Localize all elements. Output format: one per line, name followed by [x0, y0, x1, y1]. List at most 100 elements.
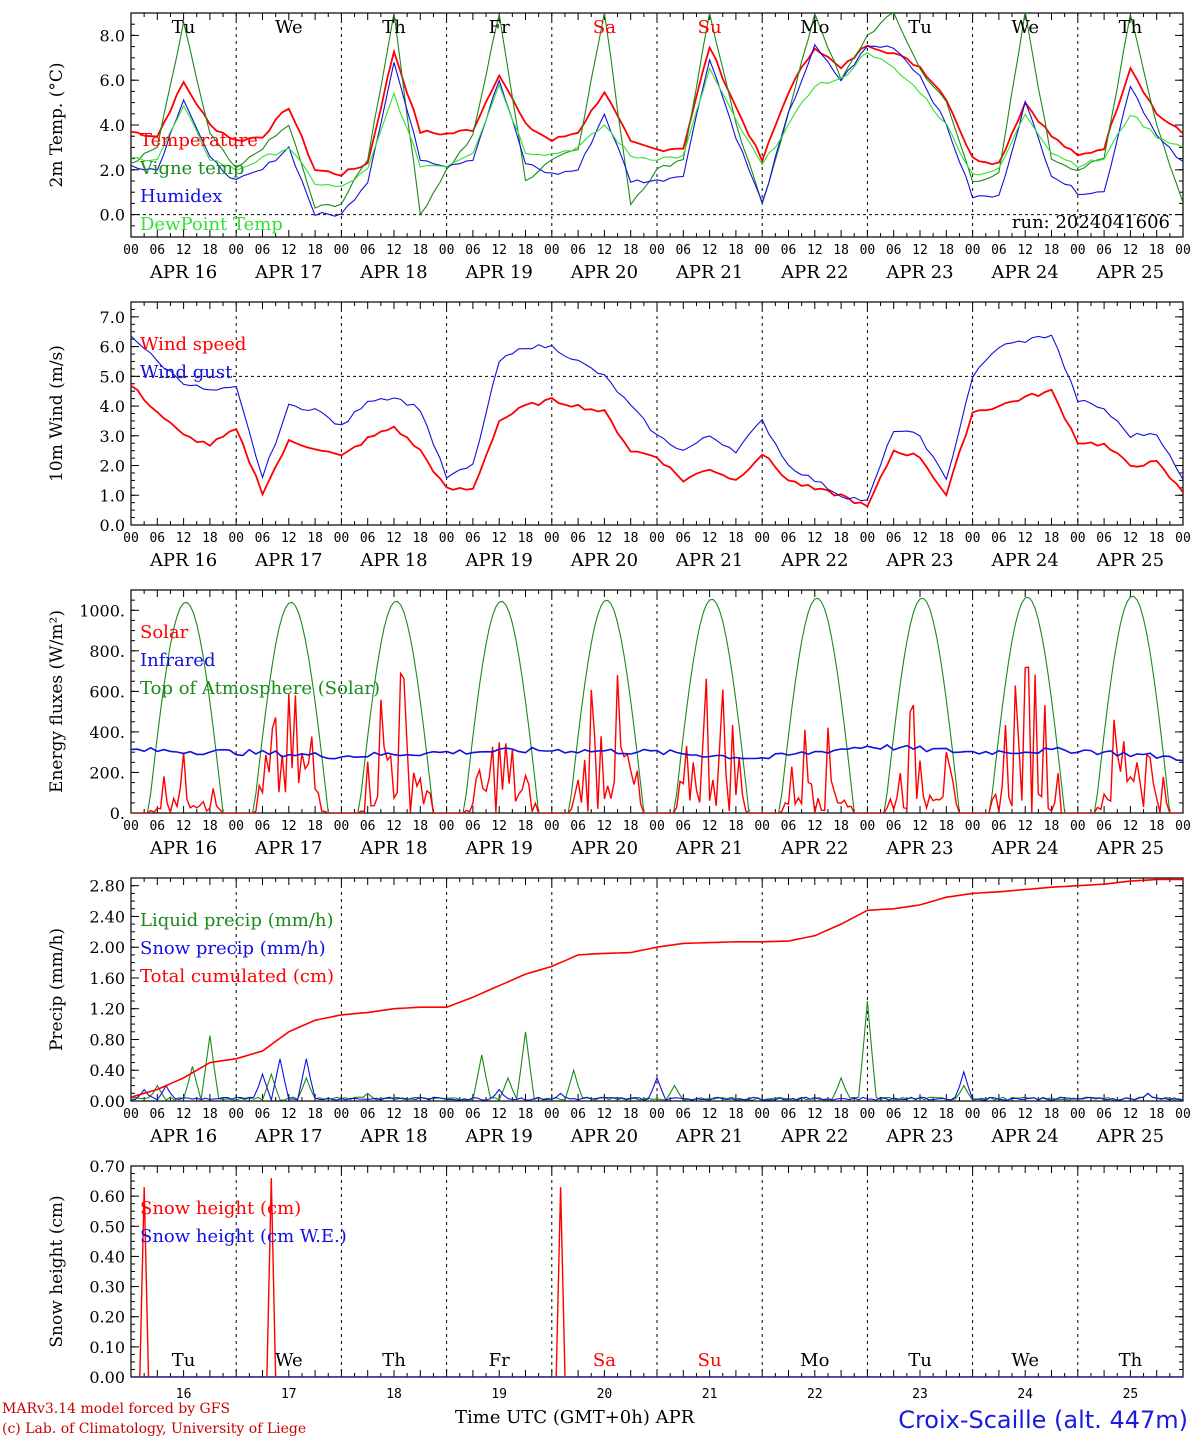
- day-number-label: 20: [597, 1387, 613, 1402]
- hour-tick-label: 00: [228, 1107, 244, 1122]
- y-tick-label: 0.70: [89, 1157, 125, 1176]
- panel-frame: [130, 877, 1184, 1102]
- hour-tick-label: 18: [1044, 243, 1060, 258]
- hour-tick-label: 12: [176, 243, 192, 258]
- hour-tick-label: 06: [1096, 1107, 1112, 1122]
- legend-entry: Snow precip (mm/h): [140, 938, 326, 959]
- legend-entry: Temperature: [140, 130, 258, 151]
- hour-tick-label: 00: [649, 1107, 665, 1122]
- date-label: APR 25: [1096, 838, 1164, 859]
- hour-tick-label: 06: [149, 1107, 165, 1122]
- weekday-label: Tu: [908, 1350, 932, 1371]
- hour-tick-label: 18: [728, 243, 744, 258]
- footer-copyright: (c) Lab. of Climatology, University of L…: [2, 1421, 306, 1437]
- y-tick-label: 6.0: [100, 338, 125, 357]
- y-tick-label: 2.00: [89, 938, 125, 957]
- hour-tick-label: 12: [386, 1107, 402, 1122]
- date-label: APR 17: [254, 262, 322, 283]
- date-label: APR 18: [359, 262, 427, 283]
- hour-tick-label: 00: [439, 1107, 455, 1122]
- date-label: APR 17: [254, 550, 322, 571]
- legend-entry: DewPoint Temp: [140, 214, 283, 235]
- hour-tick-label: 18: [1149, 243, 1165, 258]
- x-axis-label: Time UTC (GMT+0h) APR: [455, 1407, 695, 1428]
- hour-tick-label: 06: [360, 531, 376, 546]
- date-label: APR 22: [780, 1126, 848, 1147]
- weekday-label: Tu: [908, 17, 932, 38]
- day-number-label: 21: [702, 1387, 718, 1402]
- hour-tick-label: 00: [123, 531, 139, 546]
- hour-tick-label: 00: [544, 819, 560, 834]
- date-label: APR 23: [885, 838, 953, 859]
- hour-tick-label: 06: [781, 531, 797, 546]
- hour-tick-label: 06: [360, 1107, 376, 1122]
- y-tick-label: 0.30: [89, 1278, 125, 1297]
- hour-tick-label: 06: [675, 531, 691, 546]
- y-tick-label: 0.50: [89, 1217, 125, 1236]
- panel-2: 0.0 1.0 2.0 3.0 4.0 5.0 6.0 7.0 10m Wind (m/s) 00…: [47, 301, 1191, 571]
- y-axis-label: 2m Temp. (°C): [47, 62, 67, 187]
- hour-tick-label: 00: [544, 1107, 560, 1122]
- series-line-1: [131, 44, 1183, 177]
- hour-tick-label: 12: [912, 1107, 928, 1122]
- date-label: APR 19: [465, 550, 533, 571]
- panel-1: 0.0 2.0 4.0 6.0 8.0 2m Temp. (°C) 00 06 12 18 APR …: [47, 12, 1191, 283]
- hour-tick-label: 06: [781, 243, 797, 258]
- date-label: APR 22: [780, 550, 848, 571]
- hour-tick-label: 00: [123, 1107, 139, 1122]
- hour-tick-label: 18: [1149, 1107, 1165, 1122]
- date-label: APR 21: [675, 1126, 743, 1147]
- hour-tick-label: 06: [1096, 243, 1112, 258]
- hour-tick-label: 06: [1096, 819, 1112, 834]
- hour-tick-label: 00: [334, 243, 350, 258]
- legend-entry: Humidex: [140, 186, 222, 207]
- hour-tick-label: 18: [728, 531, 744, 546]
- hour-tick-label: 12: [491, 819, 507, 834]
- hour-tick-label: 00: [1070, 243, 1086, 258]
- series-line-cumulated: [131, 878, 1183, 1098]
- date-label: APR 20: [570, 550, 638, 571]
- hour-tick-label: 00: [860, 243, 876, 258]
- hour-tick-label: 18: [938, 531, 954, 546]
- date-label: APR 23: [885, 550, 953, 571]
- series-line-snow-height: [139, 1187, 150, 1377]
- day-number-label: 17: [281, 1387, 297, 1402]
- date-label: APR 25: [1096, 550, 1164, 571]
- hour-tick-label: 18: [307, 531, 323, 546]
- hour-tick-label: 18: [202, 531, 218, 546]
- series-group: [131, 878, 1183, 1101]
- hour-tick-label: 00: [334, 819, 350, 834]
- day-number-label: 22: [807, 1387, 823, 1402]
- date-label: APR 25: [1096, 1126, 1164, 1147]
- series-group: [131, 595, 1183, 813]
- hour-tick-label: 12: [807, 1107, 823, 1122]
- hour-tick-label: 06: [991, 819, 1007, 834]
- y-tick-label: 2.40: [89, 907, 125, 926]
- hour-tick-label: 18: [202, 1107, 218, 1122]
- panel-frame: [130, 12, 1184, 238]
- series-group: [131, 13, 1183, 217]
- weekday-label: Tu: [172, 1350, 196, 1371]
- hour-tick-label: 18: [202, 819, 218, 834]
- legend-entry: Vigne temp: [139, 158, 244, 179]
- hour-tick-label: 18: [623, 531, 639, 546]
- hour-tick-label: 00: [1175, 531, 1191, 546]
- hour-tick-label: 06: [781, 1107, 797, 1122]
- hour-tick-label: 00: [754, 531, 770, 546]
- date-label: APR 16: [149, 838, 217, 859]
- legend-entry: Total cumulated (cm): [140, 966, 334, 987]
- hour-tick-label: 18: [202, 243, 218, 258]
- series-line-4: [131, 52, 1183, 187]
- y-tick-label: 8.0: [100, 26, 125, 45]
- hour-tick-label: 06: [570, 1107, 586, 1122]
- series-line-1: [131, 384, 1183, 508]
- hour-tick-label: 18: [728, 819, 744, 834]
- hour-tick-label: 00: [123, 243, 139, 258]
- date-label: APR 20: [570, 1126, 638, 1147]
- hour-tick-label: 06: [149, 531, 165, 546]
- hour-tick-label: 06: [255, 819, 271, 834]
- hour-tick-label: 00: [334, 531, 350, 546]
- hour-tick-label: 00: [965, 819, 981, 834]
- hour-tick-label: 00: [228, 819, 244, 834]
- hour-tick-label: 18: [518, 243, 534, 258]
